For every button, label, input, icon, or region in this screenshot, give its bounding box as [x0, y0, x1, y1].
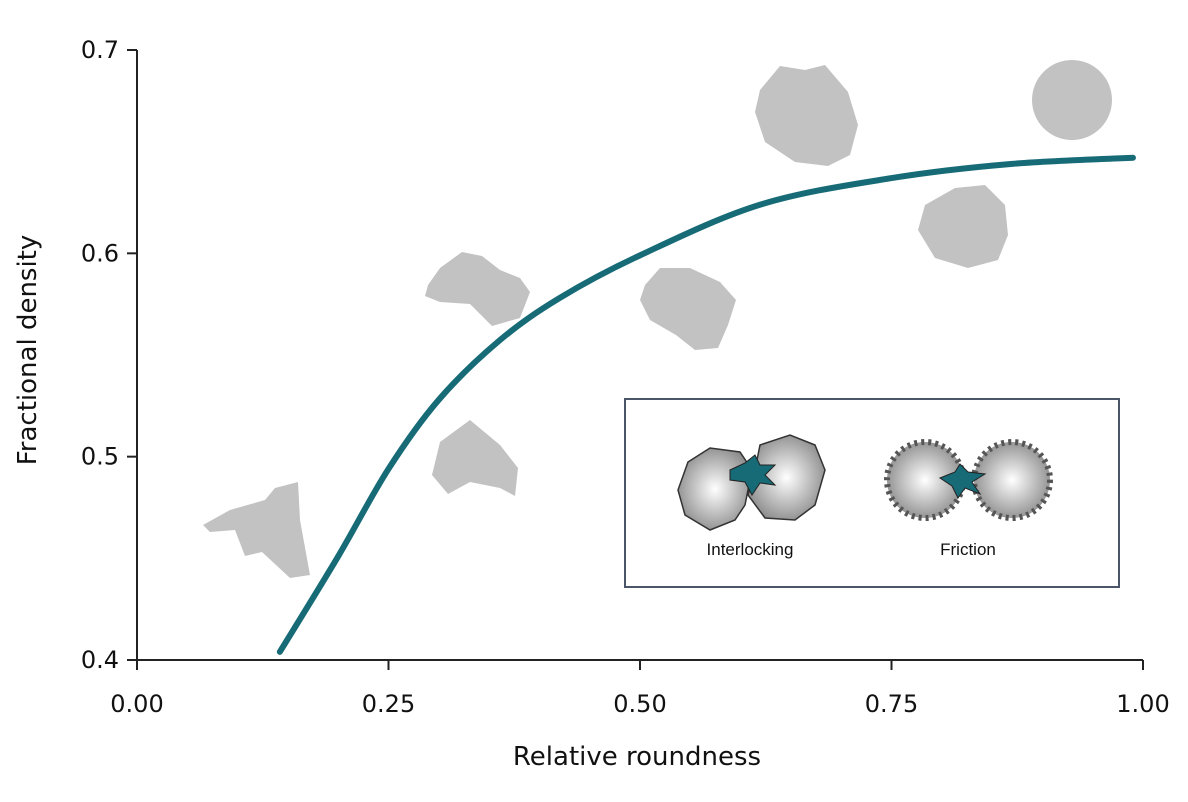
- annotation: Friction: [940, 540, 996, 559]
- x-tick-label: 1.00: [1116, 690, 1169, 718]
- x-tick-label: 0.50: [613, 690, 666, 718]
- y-tick-label: 0.5: [81, 443, 119, 471]
- inset: Interlocking Friction: [624, 398, 1120, 588]
- y-axis-title: Fractional density: [13, 235, 43, 466]
- x-tick-label: 0.25: [362, 690, 415, 718]
- data-line: [276, 154, 1136, 655]
- x-tick-label: 0.75: [865, 690, 918, 718]
- particle-shapes: [203, 60, 1112, 578]
- x-axis-title: Relative roundness: [513, 742, 761, 772]
- y-tick-label: 0.4: [81, 646, 119, 674]
- x-tick-label: 0.00: [110, 690, 163, 718]
- y-tick-label: 0.6: [81, 239, 119, 267]
- y-tick-label: 0.7: [81, 36, 119, 64]
- annotation: Interlocking: [707, 540, 794, 559]
